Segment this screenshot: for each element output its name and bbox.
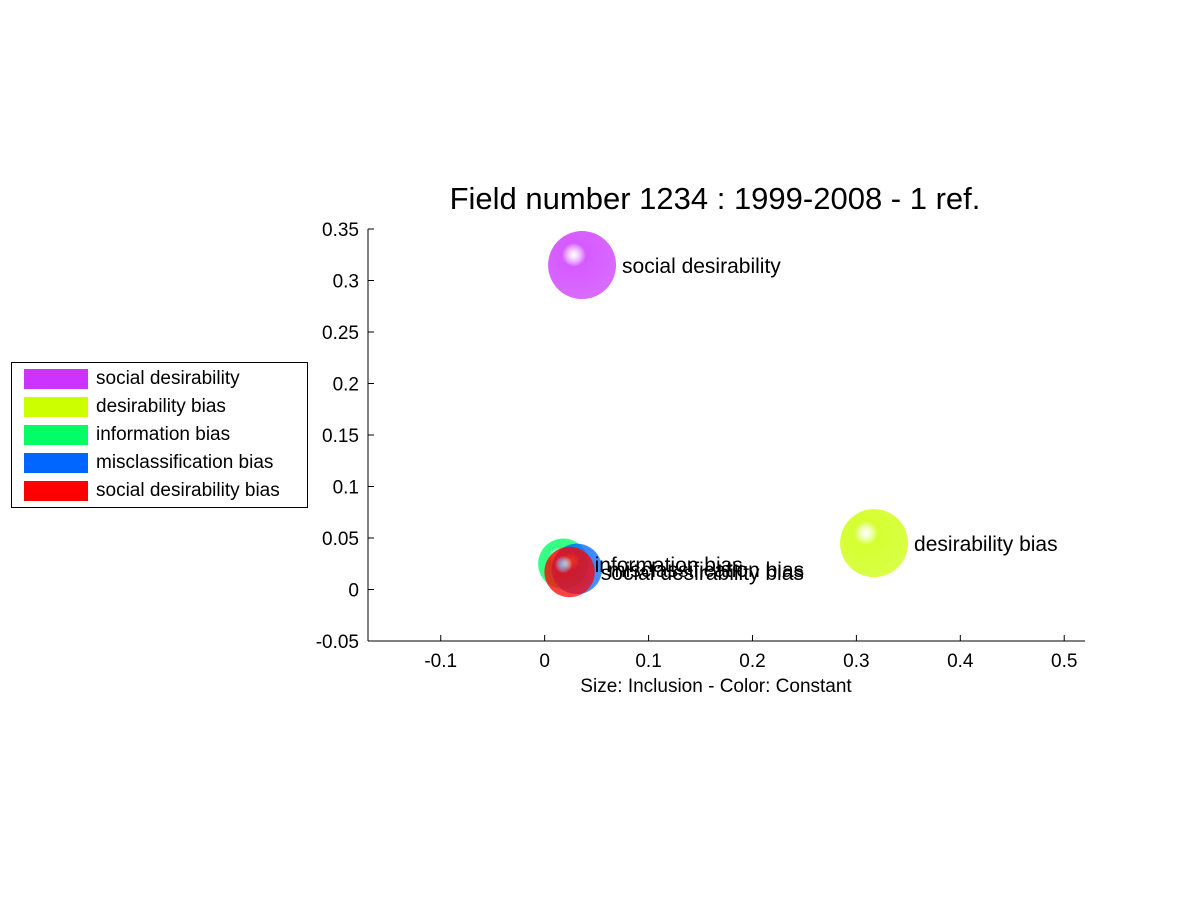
data-point-label: desirability bias: [914, 533, 1058, 556]
legend-label: social desirability bias: [96, 480, 280, 501]
legend-swatch: [24, 481, 88, 501]
legend-label: misclassification bias: [96, 452, 274, 473]
x-tick-label: 0.2: [739, 651, 765, 672]
x-axis-label: Size: Inclusion - Color: Constant: [580, 676, 852, 697]
data-point-label: social desirability bias: [601, 562, 804, 585]
axes: -0.1 0 0.1 0.2 0.3 0.4 0.5 -0.05 0 0.05 0.1 0.15 0.2…: [316, 220, 1085, 672]
legend-swatch: [24, 425, 88, 445]
y-tick-label: 0: [348, 581, 359, 602]
legend-entry: social desirability bias: [12, 475, 307, 503]
chart-title: Field number 1234 : 1999-2008 - 1 ref.: [450, 181, 981, 216]
data-points: [538, 231, 909, 598]
data-point: [544, 546, 595, 598]
legend-entry: desirability bias: [12, 391, 307, 419]
legend-label: information bias: [96, 424, 231, 445]
legend-label: desirability bias: [96, 396, 226, 417]
data-point-label: information bias: [595, 554, 743, 577]
legend-swatch: [24, 453, 88, 473]
legend-entry: information bias: [12, 419, 307, 447]
legend-entry: social desirability: [12, 363, 307, 391]
legend-label: social desirability: [96, 368, 240, 389]
y-tick-label: 0.35: [322, 220, 359, 241]
y-tick-label: 0.1: [333, 478, 359, 499]
x-tick-label: 0.5: [1051, 651, 1077, 672]
x-tick-label: 0: [539, 651, 550, 672]
y-tick-label: 0.05: [322, 529, 359, 550]
legend: social desirability desirability bias info…: [11, 362, 308, 508]
data-point: [548, 231, 617, 300]
y-tick-label: 0.25: [322, 323, 359, 344]
data-point-labels: social desirability desirability bias info…: [595, 255, 1058, 585]
y-tick-label: 0.3: [333, 272, 359, 293]
data-point-label: social desirability: [622, 255, 781, 278]
legend-swatch: [24, 397, 88, 417]
legend-entry: misclassification bias: [12, 447, 307, 475]
data-point: [840, 509, 909, 578]
x-tick-label: 0.3: [843, 651, 869, 672]
x-tick-label: 0.1: [635, 651, 661, 672]
data-point-label: misclassification bias: [608, 559, 804, 582]
y-tick-label: 0.2: [333, 375, 359, 396]
legend-swatch: [24, 369, 88, 389]
y-tick-label: -0.05: [316, 632, 359, 653]
y-tick-label: 0.15: [322, 426, 359, 447]
x-tick-label: 0.4: [947, 651, 974, 672]
x-tick-label: -0.1: [424, 651, 457, 672]
